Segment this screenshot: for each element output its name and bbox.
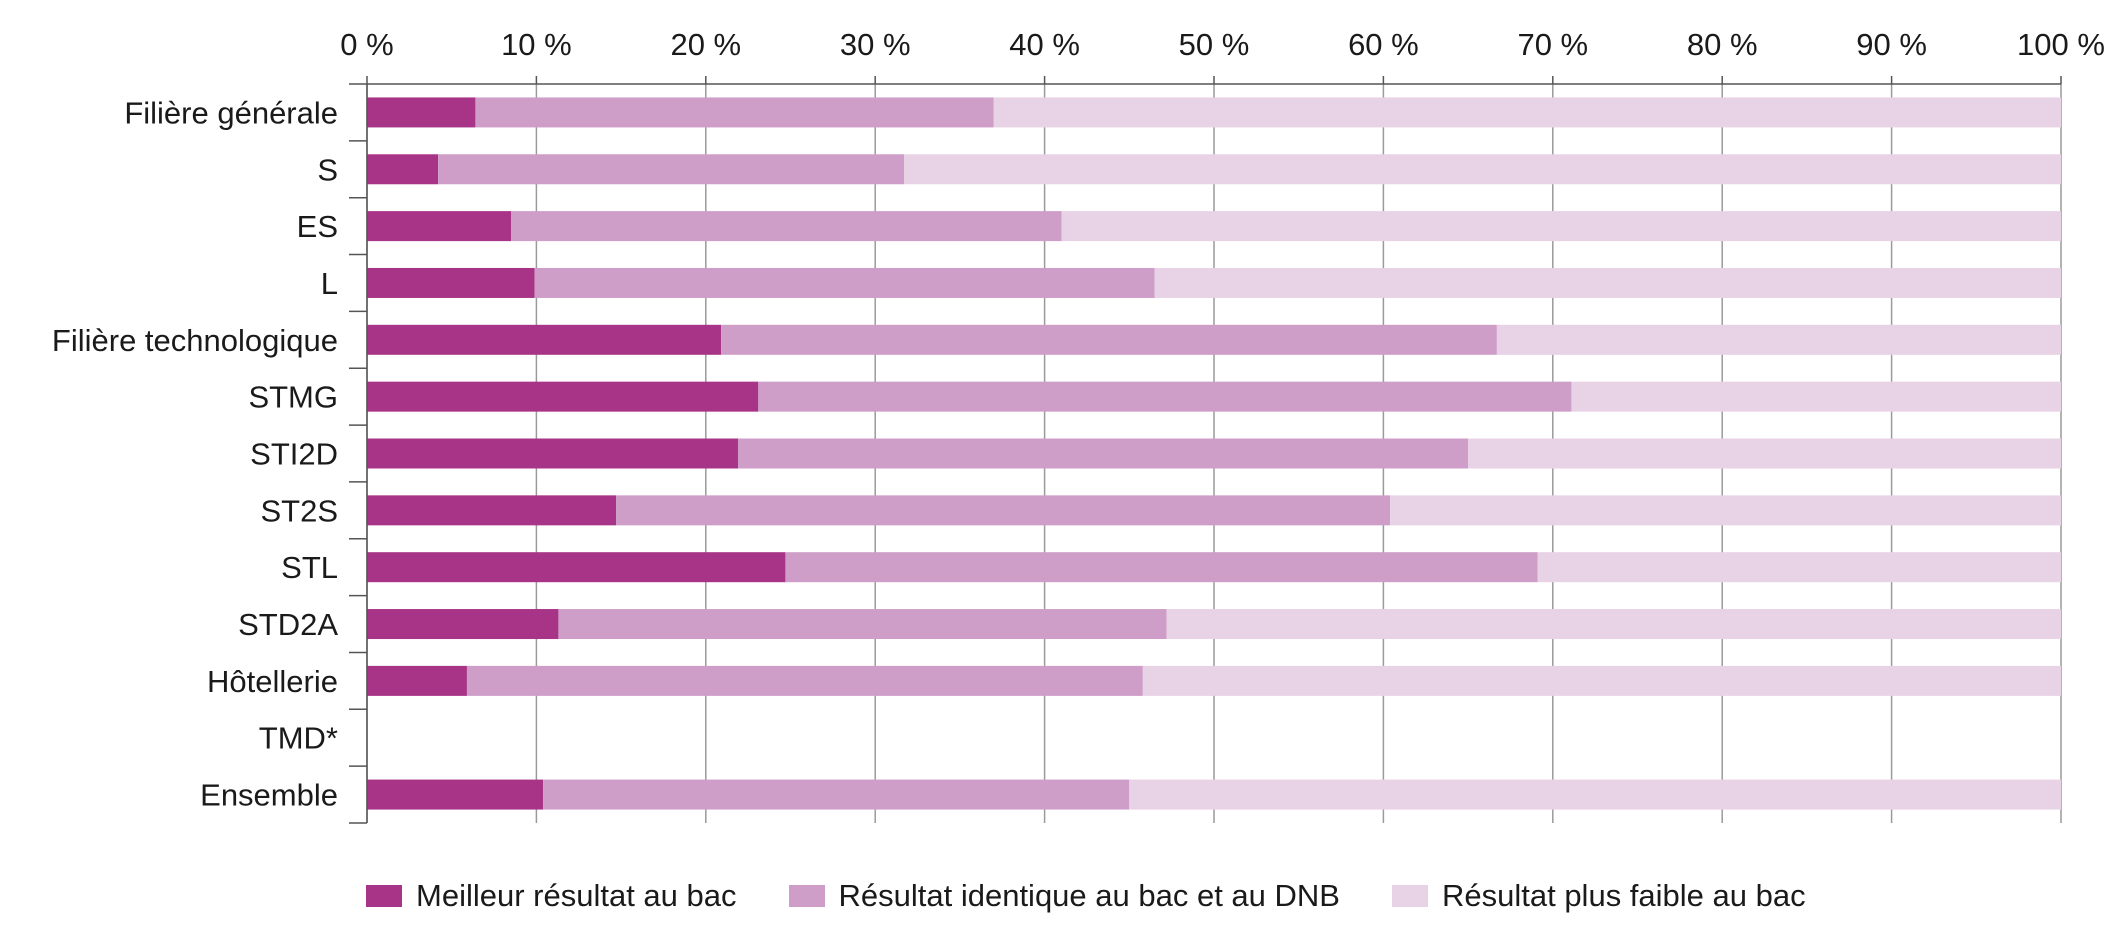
bar-segment bbox=[367, 154, 439, 185]
bar-segment bbox=[737, 438, 1469, 469]
category-label: Filière technologique bbox=[52, 323, 338, 358]
bar-segment bbox=[1537, 552, 2061, 583]
bar-segment bbox=[438, 154, 904, 185]
category-label: STD2A bbox=[238, 607, 338, 642]
category-label: L bbox=[321, 266, 338, 301]
category-label: ST2S bbox=[260, 493, 338, 528]
legend-item-lower: Résultat plus faible au bac bbox=[1391, 878, 1806, 914]
category-label: STI2D bbox=[250, 437, 338, 472]
category-label: STMG bbox=[248, 380, 338, 415]
bar-segment bbox=[367, 97, 476, 128]
bar-segment bbox=[367, 381, 759, 412]
bar-segment bbox=[534, 267, 1155, 298]
x-tick-label: 40 % bbox=[1009, 27, 1080, 62]
category-label: S bbox=[317, 152, 338, 187]
category-label: STL bbox=[281, 550, 338, 585]
legend-swatch-better bbox=[366, 885, 402, 907]
bar-segment bbox=[367, 495, 617, 526]
legend-label-identical: Résultat identique au bac et au DNB bbox=[838, 878, 1340, 913]
bar-segment bbox=[1129, 779, 2061, 810]
x-tick-label: 20 % bbox=[670, 27, 741, 62]
legend: Meilleur résultat au bac Résultat identi… bbox=[366, 878, 1858, 914]
bar-segment bbox=[1390, 495, 2061, 526]
legend-item-identical: Résultat identique au bac et au DNB bbox=[788, 878, 1340, 914]
x-tick-label: 100 % bbox=[2017, 27, 2105, 62]
x-tick-label: 30 % bbox=[840, 27, 911, 62]
x-tick-label: 60 % bbox=[1348, 27, 1419, 62]
x-tick-label: 10 % bbox=[501, 27, 572, 62]
legend-swatch-identical bbox=[788, 885, 825, 907]
bar-segment bbox=[1061, 211, 2061, 242]
bar-segment bbox=[367, 779, 544, 810]
bar-segment bbox=[993, 97, 2061, 128]
bar-segment bbox=[1571, 381, 2061, 412]
bar-segment bbox=[475, 97, 994, 128]
bar-segment bbox=[758, 381, 1572, 412]
category-label: Filière générale bbox=[124, 95, 338, 130]
category-label: TMD* bbox=[259, 721, 338, 756]
bar-segment bbox=[367, 609, 559, 640]
category-label: Ensemble bbox=[200, 778, 338, 813]
legend-label-lower: Résultat plus faible au bac bbox=[1441, 878, 1806, 913]
bar-segment bbox=[367, 324, 722, 355]
x-tick-label: 70 % bbox=[1517, 27, 1588, 62]
bar-segment bbox=[367, 211, 511, 242]
x-tick-label: 50 % bbox=[1179, 27, 1250, 62]
legend-label-better: Meilleur résultat au bac bbox=[416, 878, 737, 913]
bar-segment bbox=[558, 609, 1167, 640]
bar-segment bbox=[367, 665, 467, 696]
legend-item-better: Meilleur résultat au bac bbox=[366, 878, 737, 914]
category-label: Hôtellerie bbox=[207, 664, 338, 699]
bar-segment bbox=[367, 552, 786, 583]
bar-segment bbox=[616, 495, 1391, 526]
bar-segment bbox=[543, 779, 1130, 810]
bar-segment bbox=[466, 665, 1143, 696]
axes bbox=[349, 76, 2062, 824]
bar-segment bbox=[1154, 267, 2061, 298]
bar-segment bbox=[903, 154, 2061, 185]
x-tick-label: 80 % bbox=[1687, 27, 1758, 62]
x-tick-label: 90 % bbox=[1856, 27, 1927, 62]
bar-segment bbox=[1142, 665, 2061, 696]
bar-segment bbox=[1468, 438, 2061, 469]
x-tick-labels: 0 % 10 % 20 % 30 % 40 % 50 % 60 % 70 % 80 % 90 % 1… bbox=[340, 27, 2105, 62]
bar-segment bbox=[1166, 609, 2061, 640]
x-tick-label: 0 % bbox=[340, 27, 393, 62]
bar-segments bbox=[367, 97, 2061, 810]
category-label: ES bbox=[297, 209, 338, 244]
bar-segment bbox=[785, 552, 1538, 583]
bar-segment bbox=[510, 211, 1062, 242]
bar-segment bbox=[721, 324, 1497, 355]
category-labels: Filière générale S ES L Filière technologiqu… bbox=[52, 95, 338, 812]
bar-segment bbox=[1496, 324, 2061, 355]
bar-segment bbox=[367, 267, 535, 298]
legend-swatch-lower bbox=[1391, 885, 1428, 907]
bar-segment bbox=[367, 438, 738, 469]
